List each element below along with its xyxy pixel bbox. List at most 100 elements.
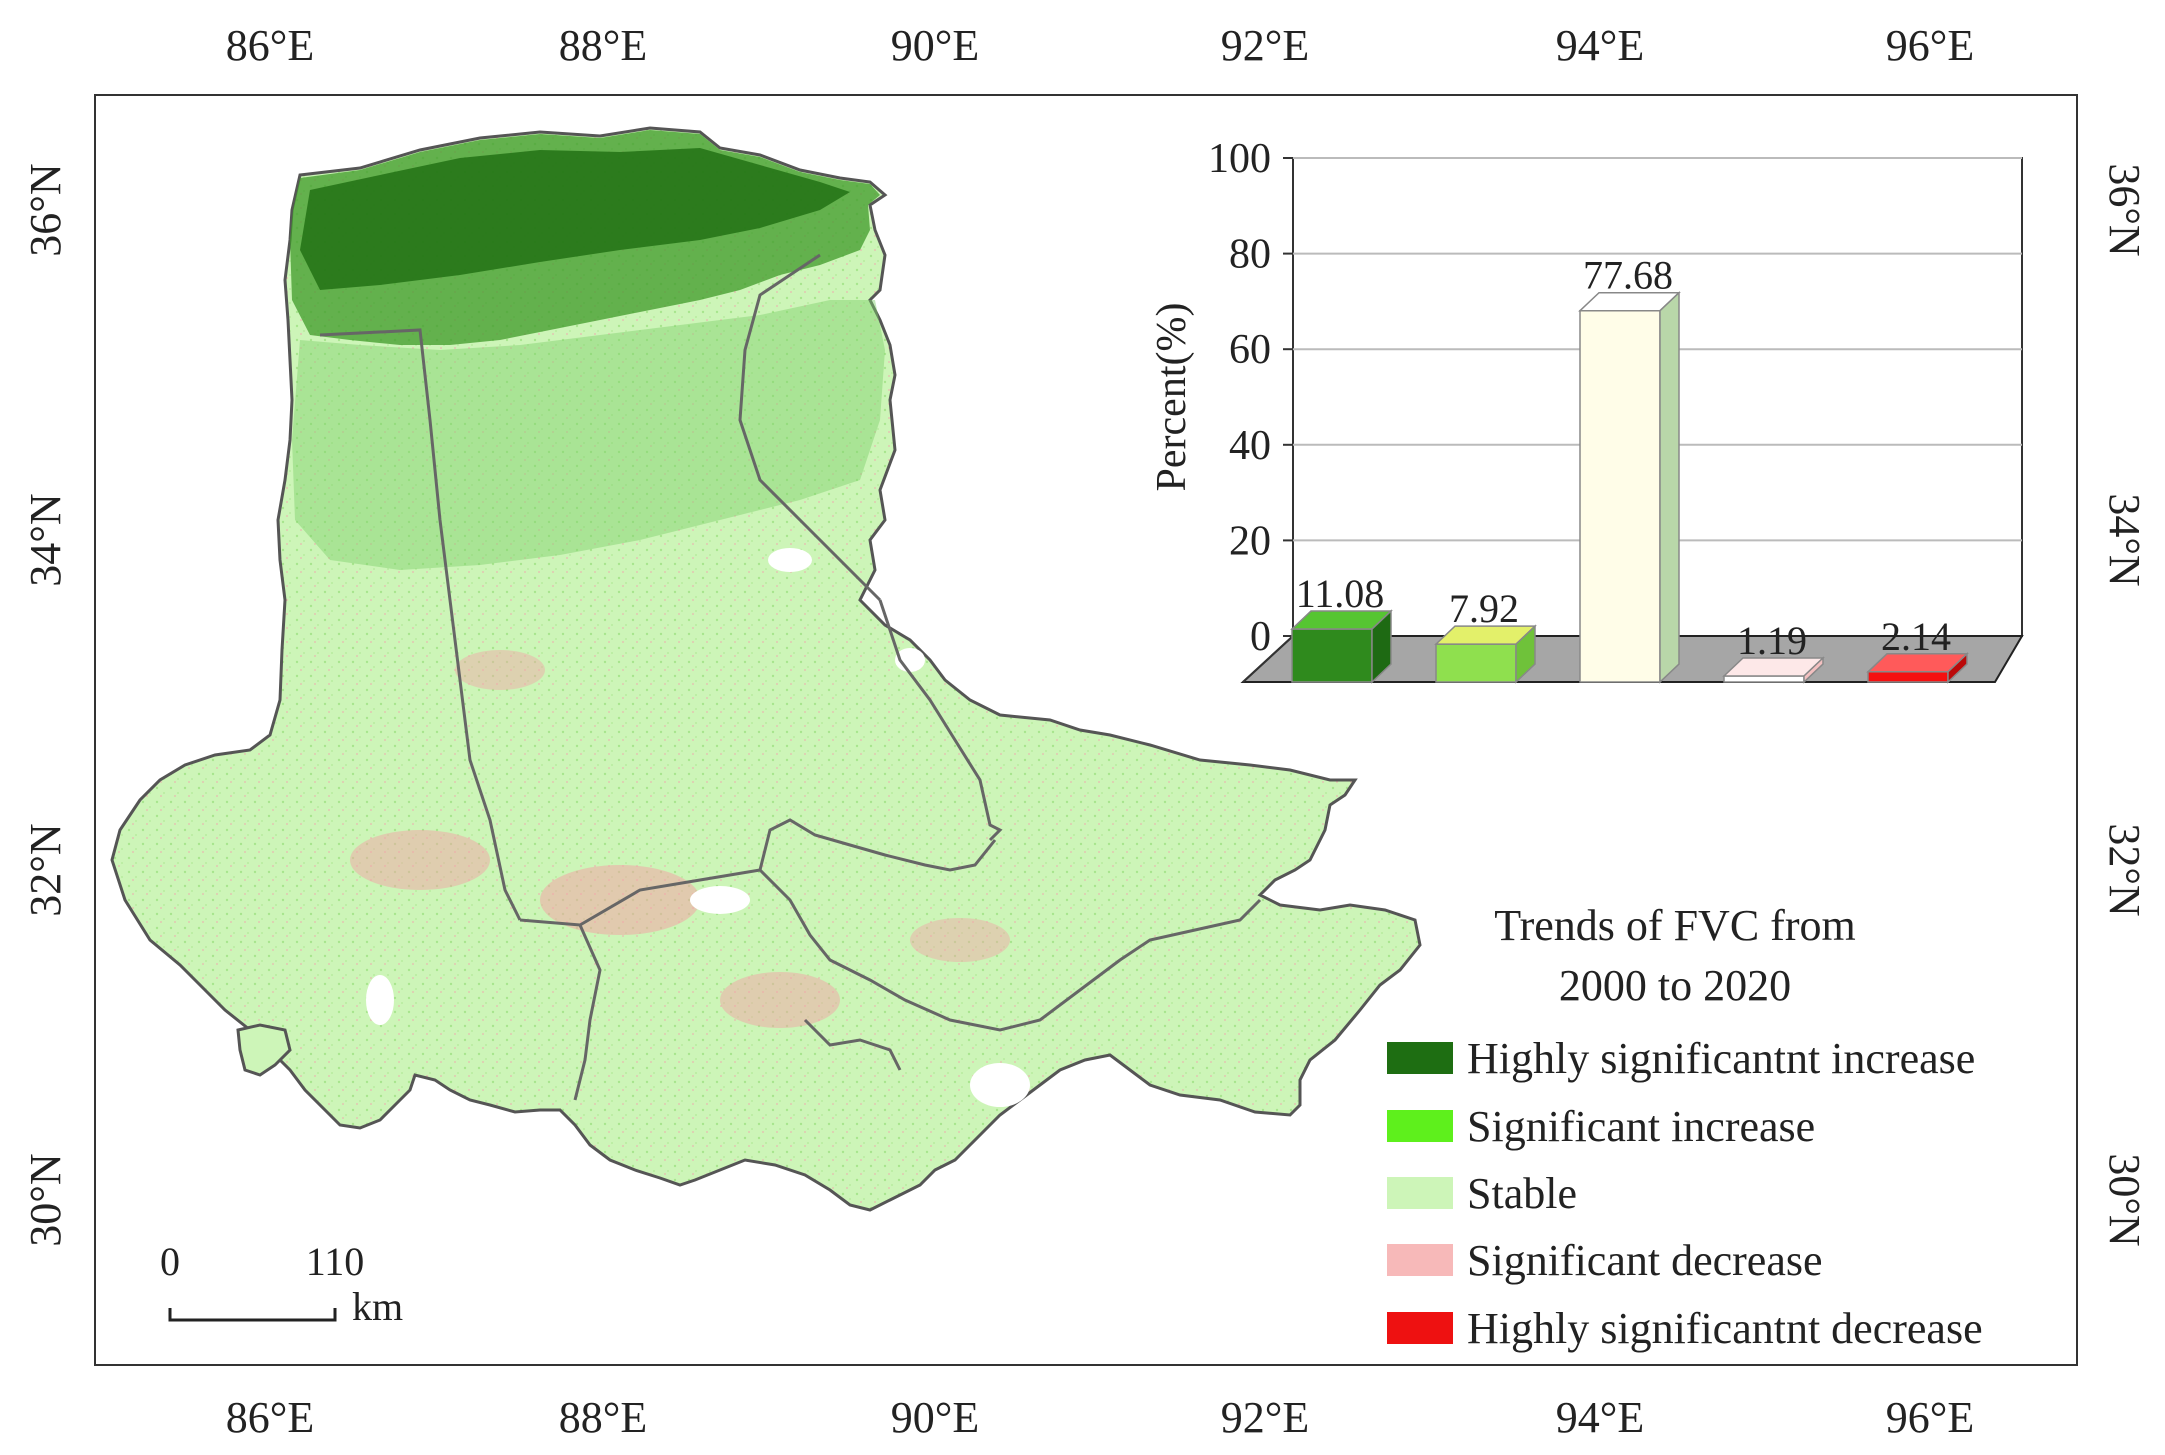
lon-label: 96°E bbox=[1886, 1393, 1974, 1442]
barren-patch bbox=[895, 648, 925, 672]
region-island bbox=[236, 1023, 292, 1077]
lon-label: 94°E bbox=[1556, 21, 1644, 70]
region-fill bbox=[110, 126, 1422, 1212]
north-increase-core bbox=[300, 148, 850, 290]
chart-side-edge bbox=[1242, 635, 1294, 683]
lat-label: 36°N bbox=[2100, 163, 2149, 256]
scale-bar: 0 110 km bbox=[160, 1239, 403, 1329]
chart-bar: 7.92 bbox=[1434, 586, 1537, 684]
legend-item-label: Significant increase bbox=[1467, 1102, 1815, 1151]
county-boundary bbox=[573, 924, 602, 1101]
county-boundary bbox=[803, 1018, 902, 1071]
chart-bar-side bbox=[1947, 652, 1968, 684]
legend-item-label: Stable bbox=[1467, 1169, 1577, 1218]
scale-start-label: 0 bbox=[160, 1239, 180, 1284]
legend-title-line1: Trends of FVC from bbox=[1494, 901, 1855, 950]
decrease-patch bbox=[910, 918, 1010, 962]
chart-bar: 2.14 bbox=[1866, 614, 1969, 684]
county-boundary bbox=[738, 253, 882, 602]
longitude-labels-top: 86°E 88°E 90°E 92°E 94°E 96°E bbox=[226, 21, 1974, 70]
barren-patch bbox=[690, 886, 750, 914]
barren-patch bbox=[970, 1063, 1030, 1107]
chart-value-label: 11.08 bbox=[1296, 571, 1385, 616]
legend-swatch bbox=[1387, 1312, 1453, 1344]
chart-y-tick-label: 100 bbox=[1208, 136, 1271, 182]
scale-unit-label: km bbox=[352, 1284, 403, 1329]
decrease-patch bbox=[350, 830, 490, 890]
inset-bar-chart: 0 20 40 60 80 100 Percent(%) 11.08 7.92 77.68 1.… bbox=[1149, 136, 2024, 684]
legend-swatch bbox=[1387, 1042, 1453, 1074]
legend-title-line2: 2000 to 2020 bbox=[1559, 961, 1791, 1010]
legend-swatch bbox=[1387, 1244, 1453, 1276]
chart-bar-side bbox=[1803, 656, 1824, 684]
chart-value-label: 77.68 bbox=[1583, 253, 1673, 298]
lon-label: 90°E bbox=[891, 21, 979, 70]
chart-bar: 11.08 bbox=[1290, 571, 1393, 684]
chart-bar-side bbox=[1515, 624, 1536, 684]
legend-item: Highly significantnt increase bbox=[1387, 1034, 1975, 1083]
chart-value-label: 1.19 bbox=[1737, 618, 1807, 663]
decrease-patch bbox=[455, 650, 545, 690]
barren-patch bbox=[366, 975, 394, 1025]
mid-increase-zone bbox=[292, 300, 885, 570]
legend-swatch bbox=[1387, 1110, 1453, 1142]
chart-bar-front bbox=[1723, 675, 1805, 683]
chart-y-tick-label: 80 bbox=[1229, 232, 1271, 278]
scale-end-label: 110 bbox=[306, 1239, 365, 1284]
county-boundary bbox=[319, 328, 522, 921]
scale-bar-line bbox=[168, 1308, 337, 1322]
legend: Trends of FVC from 2000 to 2020 Highly s… bbox=[1387, 901, 1983, 1353]
chart-bar-front bbox=[1867, 671, 1949, 683]
lat-label: 36°N bbox=[21, 163, 70, 256]
chart-y-tick-label: 0 bbox=[1250, 614, 1271, 660]
chart-value-label: 7.92 bbox=[1449, 586, 1519, 631]
lon-label: 86°E bbox=[226, 21, 314, 70]
chart-bar-front bbox=[1291, 628, 1373, 683]
legend-item: Significant decrease bbox=[1387, 1236, 1823, 1285]
county-boundary bbox=[519, 868, 1262, 1032]
chart-bar-front bbox=[1579, 309, 1661, 683]
legend-item-label: Highly significantnt increase bbox=[1467, 1034, 1975, 1083]
lon-label: 90°E bbox=[891, 1393, 979, 1442]
chart-bar: 1.19 bbox=[1722, 618, 1825, 684]
legend-item: Highly significantnt decrease bbox=[1387, 1304, 1983, 1353]
lat-label: 34°N bbox=[21, 493, 70, 586]
chart-bar: 77.68 bbox=[1578, 253, 1681, 684]
chart-y-axis-label: Percent(%) bbox=[1149, 303, 1195, 492]
barren-patch bbox=[768, 548, 812, 572]
chart-y-ticks: 0 20 40 60 80 100 bbox=[1208, 136, 1271, 660]
legend-item-label: Highly significantnt decrease bbox=[1467, 1304, 1983, 1353]
latitude-labels-right: 36°N 34°N 32°N 30°N bbox=[2100, 163, 2149, 1246]
chart-bar-side bbox=[1659, 290, 1680, 684]
lat-label: 30°N bbox=[21, 1153, 70, 1246]
decrease-patch bbox=[720, 972, 840, 1028]
chart-bars: 11.08 7.92 77.68 1.19 2.14 bbox=[1290, 253, 1969, 684]
lon-label: 96°E bbox=[1886, 21, 1974, 70]
lon-label: 94°E bbox=[1556, 1393, 1644, 1442]
lat-label: 32°N bbox=[21, 823, 70, 916]
lat-label: 32°N bbox=[2100, 823, 2149, 916]
lon-label: 88°E bbox=[559, 1393, 647, 1442]
lon-label: 92°E bbox=[1221, 1393, 1309, 1442]
chart-y-tick-label: 40 bbox=[1229, 423, 1271, 469]
legend-item: Significant increase bbox=[1387, 1102, 1815, 1151]
study-region bbox=[110, 126, 1422, 1212]
county-boundary bbox=[758, 818, 997, 872]
lon-label: 88°E bbox=[559, 21, 647, 70]
longitude-labels-bottom: 86°E 88°E 90°E 92°E 94°E 96°E bbox=[226, 1393, 1974, 1442]
chart-bar-side bbox=[1371, 609, 1392, 684]
legend-item-label: Significant decrease bbox=[1467, 1236, 1823, 1285]
legend-swatch bbox=[1387, 1177, 1453, 1209]
latitude-labels-left: 36°N 34°N 32°N 30°N bbox=[21, 163, 70, 1246]
lon-label: 92°E bbox=[1221, 21, 1309, 70]
chart-value-label: 2.14 bbox=[1881, 614, 1951, 659]
legend-item: Stable bbox=[1387, 1169, 1577, 1218]
county-boundary bbox=[878, 599, 1003, 842]
lon-label: 86°E bbox=[226, 1393, 314, 1442]
chart-bar-front bbox=[1435, 643, 1517, 683]
lat-label: 34°N bbox=[2100, 493, 2149, 586]
chart-y-tick-label: 20 bbox=[1229, 518, 1271, 564]
chart-y-tick-label: 60 bbox=[1229, 327, 1271, 373]
lat-label: 30°N bbox=[2100, 1153, 2149, 1246]
